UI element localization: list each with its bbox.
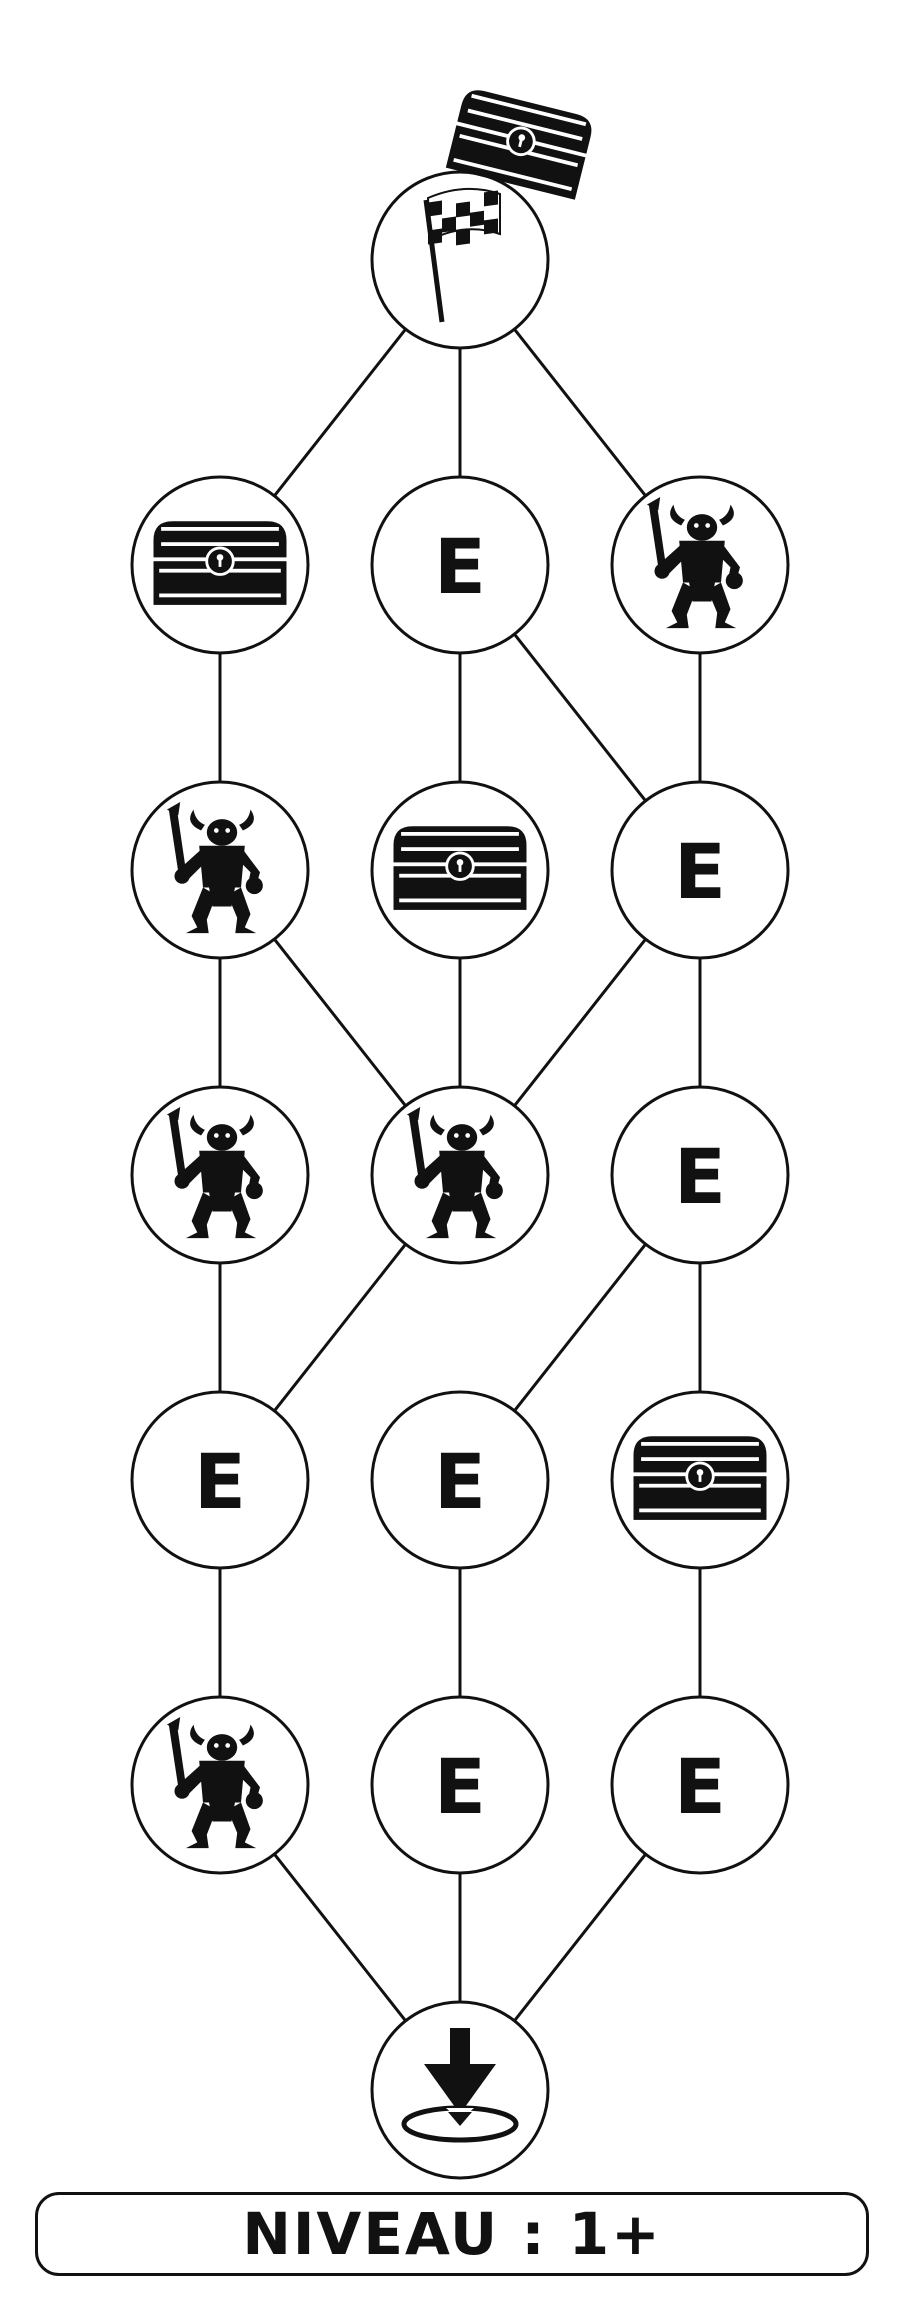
node-circle[interactable] [130,1390,310,1570]
monster-node[interactable] [130,1695,310,1875]
path-connection [513,1241,648,1412]
event-label: E [434,1437,486,1526]
node-circle[interactable] [610,1695,790,1875]
monster-node[interactable] [130,1085,310,1265]
treasure-chest-icon [152,519,288,607]
chest-node[interactable] [610,1390,790,1570]
treasure-chest-icon [632,1434,768,1522]
node-circle[interactable] [610,1085,790,1265]
event-node[interactable]: E [370,1695,550,1875]
chest-node[interactable] [370,780,550,960]
monster-node[interactable] [610,475,790,655]
event-label: E [674,1742,726,1831]
event-label: E [434,522,486,611]
path-connection [272,936,407,1107]
path-connection [510,1851,648,2025]
event-node[interactable]: E [370,1390,550,1570]
event-node[interactable]: E [610,1695,790,1875]
start-node[interactable] [370,170,550,350]
path-connection [512,631,647,802]
node-circle[interactable] [610,780,790,960]
checkered-flag-icon [423,187,501,323]
node-circle[interactable] [370,170,550,350]
level-label: NIVEAU : 1+ [242,2200,662,2268]
node-circle[interactable] [370,1695,550,1875]
path-connections [218,328,702,2025]
event-label: E [434,1742,486,1831]
end-node[interactable] [370,2000,550,2180]
event-node[interactable]: E [370,475,550,655]
treasure-chest-icon [392,824,528,912]
event-label: E [194,1437,246,1526]
event-label: E [674,1132,726,1221]
path-connection [513,936,648,1107]
path-connection [273,328,407,497]
node-circle[interactable] [370,1390,550,1570]
monster-node[interactable] [130,780,310,960]
event-node[interactable]: E [610,780,790,960]
monster-node[interactable] [370,1085,550,1265]
level-banner: NIVEAU : 1+ [35,2192,869,2276]
node-circle[interactable] [370,475,550,655]
event-label: E [674,827,726,916]
event-node[interactable]: E [610,1085,790,1265]
path-connection [513,328,647,497]
descend-arrow-icon [401,2028,519,2143]
chest-node[interactable] [130,475,310,655]
path-connection [272,1851,410,2025]
path-connection [273,1241,408,1412]
event-node[interactable]: E [130,1390,310,1570]
